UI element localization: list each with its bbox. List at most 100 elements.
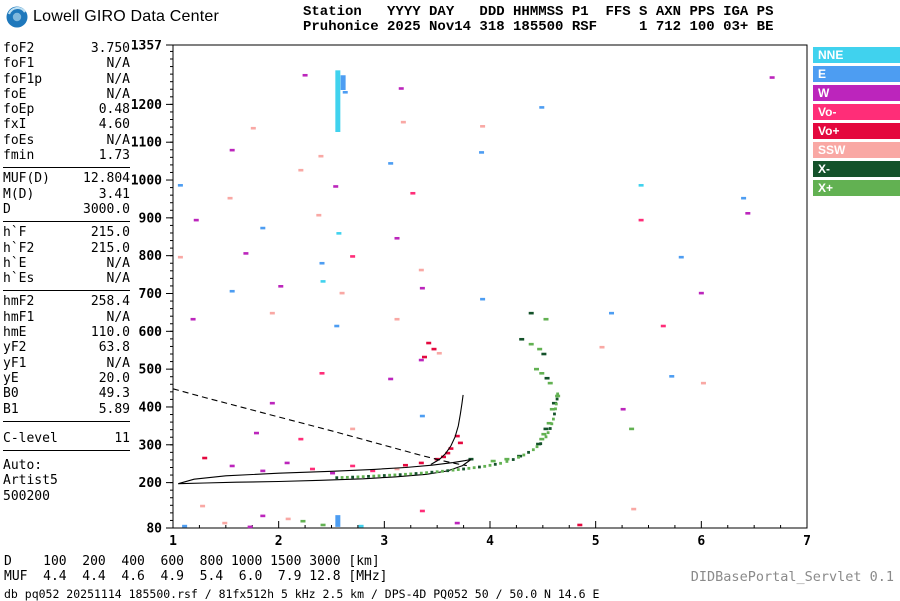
echo-point — [202, 456, 208, 460]
echo-point — [480, 297, 486, 301]
echo-point — [402, 463, 408, 467]
echo-point — [631, 507, 637, 511]
param-label: C-level — [3, 430, 58, 446]
muf-transmission-curve — [172, 388, 467, 467]
param-row-M(D): M(D) 3.41 — [3, 187, 130, 202]
param-label: yF1 — [3, 355, 27, 371]
x-trace-dot — [451, 468, 455, 472]
echo-point — [577, 523, 583, 527]
x-trace-dot — [425, 471, 428, 475]
param-label: foEs — [3, 132, 35, 148]
echo-point — [539, 372, 545, 375]
echo-point — [638, 218, 644, 222]
auto-label: Auto: — [3, 458, 43, 474]
echo-point — [544, 376, 550, 380]
echo-point — [398, 87, 404, 90]
echo-point — [448, 447, 454, 450]
param-label: h`E — [3, 255, 27, 271]
echo-point — [334, 324, 340, 328]
x-trace-dot — [554, 407, 557, 411]
x-trace-dot — [511, 458, 515, 461]
echo-point — [319, 372, 325, 375]
station-header-line: Station YYYY DAY DDD HHMMSS P1 FFS S AXN… — [303, 4, 774, 20]
echo-point — [394, 236, 400, 240]
x-trace-dot — [554, 402, 558, 406]
y-tick-label: 400 — [139, 400, 163, 415]
echo-point — [609, 311, 615, 315]
param-row-fxI: fxI 4.60 — [3, 117, 130, 132]
echo-point — [678, 255, 684, 259]
echo-point — [638, 184, 644, 187]
echo-point — [504, 457, 510, 461]
echo-point — [543, 317, 549, 321]
params-groups: foF2 3.750 foF1 N/A foF1p N/A foE N/A foEp 0.48 fx… — [3, 41, 130, 452]
param-label: MUF(D) — [3, 171, 50, 187]
echo-point — [342, 90, 348, 94]
echo-point — [336, 232, 342, 235]
param-value: 0.48 — [98, 102, 130, 118]
separator — [3, 221, 130, 223]
echo-point — [454, 434, 460, 438]
param-value: N/A — [106, 132, 130, 148]
auto-version: 500200 — [3, 488, 50, 504]
echo-point — [260, 469, 266, 473]
echo-point — [551, 401, 557, 405]
echo-point — [278, 285, 284, 288]
x-tick-label: 2 — [275, 534, 283, 549]
echo-point — [269, 401, 275, 405]
echo-point — [599, 345, 605, 349]
app-title: Lowell GIRO Data Center — [33, 8, 220, 25]
echo-point — [741, 196, 747, 200]
echo-point — [479, 151, 485, 154]
param-row-foEs: foEs N/A — [3, 133, 130, 148]
echo-point — [253, 431, 259, 435]
dmuf-table: D 100 200 400 600 800 1000 1500 3000 [km… — [4, 554, 388, 584]
param-value: 3.750 — [90, 41, 130, 56]
param-value: 3.41 — [98, 186, 130, 202]
echo-point — [400, 120, 406, 124]
echo-point — [319, 261, 325, 265]
echo-point — [394, 467, 400, 471]
echo-point — [394, 317, 400, 321]
d-row: D 100 200 400 600 800 1000 1500 3000 [km… — [4, 554, 380, 569]
echo-point — [419, 414, 425, 418]
echo-point — [547, 381, 553, 385]
echo-point — [177, 184, 183, 187]
echo-point — [260, 226, 266, 230]
param-label: D — [3, 201, 11, 217]
echo-legend: NNE E W Vo- Vo+ SSW X- X+ — [813, 47, 900, 199]
echo-point — [426, 341, 432, 345]
param-label: fxI — [3, 117, 27, 133]
param-value: 3000.0 — [83, 201, 130, 217]
x-trace-dot — [446, 469, 450, 473]
param-label: B0 — [3, 386, 19, 402]
echo-point — [698, 291, 704, 295]
station-info: Station YYYY DAY DDD HHMMSS P1 FFS S AXN… — [303, 5, 773, 35]
legend-item-NNE: NNE — [813, 47, 900, 63]
echo-point — [543, 427, 549, 431]
param-value: N/A — [106, 86, 130, 102]
param-value: 20.0 — [98, 370, 130, 386]
x-trace-dot — [361, 475, 365, 479]
x-trace-dot — [345, 475, 349, 479]
x-tick-label: 7 — [803, 534, 810, 549]
echo-point — [260, 514, 266, 518]
echo-point — [431, 347, 437, 351]
x-trace-dot — [548, 427, 552, 430]
param-row-hF2: h`F2 215.0 — [3, 241, 130, 256]
param-label: fmin — [3, 148, 35, 164]
y-tick-label: 1000 — [131, 174, 162, 189]
x-trace-dot — [553, 412, 556, 416]
echo-point — [480, 125, 486, 128]
echo-point — [468, 457, 474, 461]
param-value: N/A — [106, 71, 130, 87]
param-value: N/A — [106, 271, 130, 287]
echo-point — [229, 289, 235, 293]
echo-point — [316, 213, 322, 217]
param-value: 11 — [114, 430, 130, 446]
x-tick-label: 6 — [697, 534, 705, 549]
echo-point — [298, 168, 304, 172]
x-trace-dot — [393, 473, 397, 477]
y-tick-label: 1100 — [131, 136, 162, 151]
echo-point — [533, 367, 539, 371]
